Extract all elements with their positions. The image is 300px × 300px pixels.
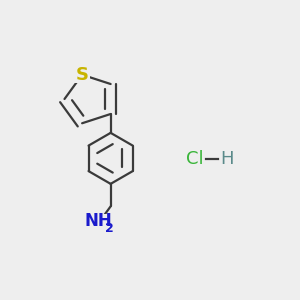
Text: S: S	[76, 66, 88, 84]
Text: Cl: Cl	[186, 150, 204, 168]
Text: NH: NH	[85, 212, 112, 230]
Bar	[84, 214, 108, 232]
Bar	[74, 67, 90, 83]
Text: H: H	[220, 150, 234, 168]
Text: 2: 2	[105, 222, 113, 235]
